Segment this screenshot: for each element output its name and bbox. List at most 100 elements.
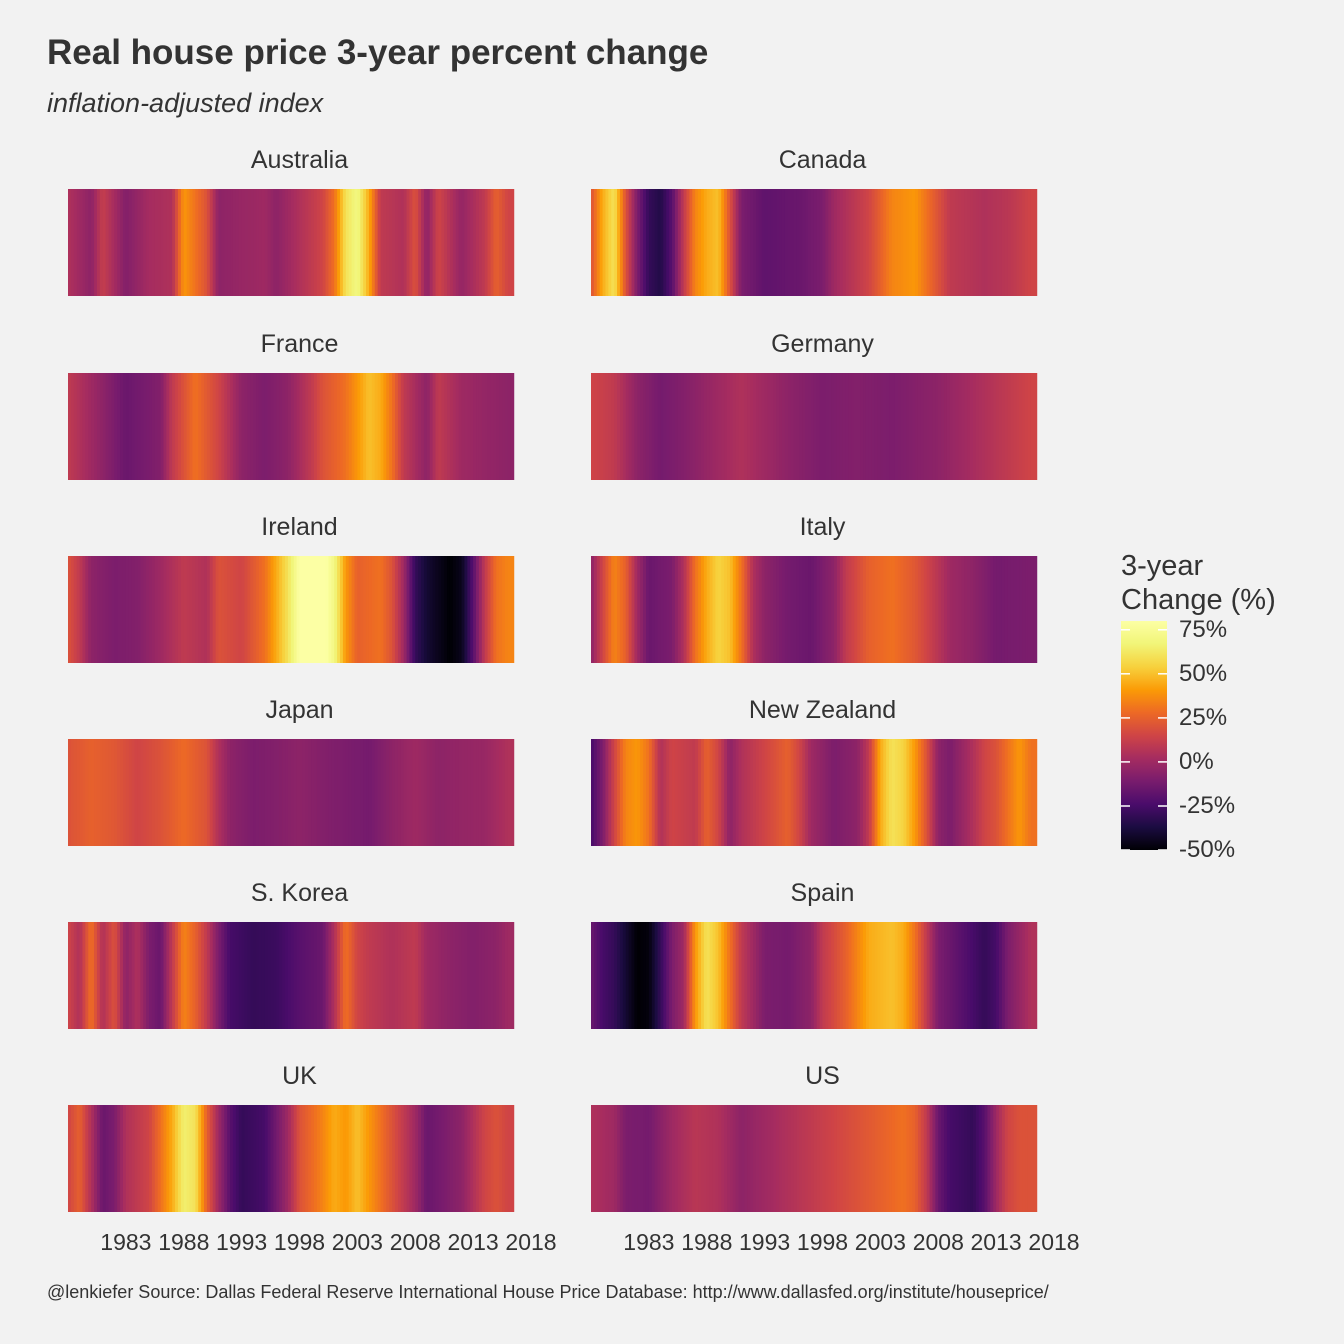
heat-cell — [883, 739, 887, 846]
heat-cell — [290, 556, 295, 663]
heat-cell — [293, 373, 298, 480]
heat-cell — [637, 373, 641, 480]
heat-cell — [85, 189, 89, 296]
heat-cell — [192, 189, 196, 296]
heat-cell — [868, 373, 873, 480]
heat-cell — [831, 922, 835, 1029]
heat-cell — [467, 556, 471, 663]
heat-cell — [143, 556, 147, 663]
heat-cell — [447, 373, 451, 480]
heat-cell — [496, 556, 500, 663]
heat-cell — [377, 373, 382, 480]
heat-cell — [502, 922, 506, 1029]
heat-cell — [619, 739, 624, 846]
heat-cell — [851, 373, 855, 480]
heat-cell — [680, 189, 685, 296]
heat-cell — [250, 556, 254, 663]
heat-cell — [403, 922, 408, 1029]
heat-cell — [672, 1105, 676, 1212]
heat-cell — [599, 556, 604, 663]
heat-cell — [1027, 922, 1032, 1029]
heat-cell — [340, 739, 344, 846]
heat-cell — [273, 922, 277, 1029]
heat-cell — [593, 373, 598, 480]
heat-cell — [970, 373, 974, 480]
heat-cell — [599, 1105, 604, 1212]
heat-cell — [235, 189, 240, 296]
heat-cell — [987, 739, 991, 846]
heat-cell — [851, 189, 855, 296]
heat-cell — [591, 922, 595, 1029]
heat-cell — [322, 556, 327, 663]
heat-cell — [863, 1105, 867, 1212]
heat-cell — [261, 189, 266, 296]
heat-cell — [949, 739, 954, 846]
heat-cell — [677, 1105, 682, 1212]
heat-cell — [946, 373, 951, 480]
heat-cell — [900, 556, 905, 663]
heat-cell — [886, 739, 890, 846]
heatmap-strip-us — [591, 1105, 1038, 1212]
heat-cell — [94, 373, 98, 480]
heat-cell — [952, 556, 957, 663]
heat-cell — [342, 1105, 347, 1212]
heat-cell — [917, 373, 922, 480]
heat-cell — [426, 1105, 431, 1212]
heat-cell — [426, 556, 431, 663]
heat-cell — [773, 373, 777, 480]
heat-cell — [221, 556, 225, 663]
heat-cell — [504, 1105, 509, 1212]
panel-title-spain: Spain — [790, 879, 855, 907]
heat-cell — [894, 556, 899, 663]
heat-cell — [117, 373, 121, 480]
heat-cell — [354, 922, 358, 1029]
heat-cell — [345, 1105, 350, 1212]
heat-cell — [744, 373, 748, 480]
heat-cell — [296, 556, 301, 663]
heat-cell — [423, 1105, 428, 1212]
heat-cell — [285, 189, 289, 296]
heat-cell — [680, 1105, 685, 1212]
heat-cell — [394, 556, 399, 663]
heat-cell — [808, 922, 812, 1029]
heat-cell — [608, 556, 612, 663]
heat-cell — [490, 1105, 494, 1212]
heat-cell — [617, 922, 621, 1029]
heat-cell — [157, 189, 162, 296]
heat-cell — [432, 373, 437, 480]
panel-title-new-zealand: New Zealand — [748, 696, 897, 724]
x-tick-label: 2013 — [970, 1229, 1022, 1255]
heat-cell — [952, 373, 957, 480]
heat-cell — [868, 556, 873, 663]
heat-cell — [111, 189, 115, 296]
heat-cell — [631, 739, 635, 846]
heat-cell — [1007, 922, 1012, 1029]
heat-cell — [481, 189, 486, 296]
heat-cell — [686, 922, 690, 1029]
heat-cell — [149, 556, 153, 663]
heat-cell — [987, 373, 991, 480]
heat-cell — [85, 373, 89, 480]
heat-cell — [946, 739, 951, 846]
heat-cell — [727, 373, 731, 480]
heat-cell — [421, 739, 425, 846]
heat-cell — [186, 373, 191, 480]
heat-cell — [319, 189, 324, 296]
heat-cell — [371, 1105, 376, 1212]
heat-cell — [334, 922, 338, 1029]
heat-cell — [111, 739, 115, 846]
heat-cell — [944, 373, 948, 480]
heat-cell — [619, 556, 624, 663]
heat-cell — [91, 739, 95, 846]
heat-cell — [747, 1105, 751, 1212]
heat-cell — [1019, 922, 1023, 1029]
heat-cell — [958, 739, 962, 846]
heat-cell — [755, 373, 760, 480]
heat-cell — [394, 189, 399, 296]
heat-cell — [172, 922, 176, 1029]
heat-cell — [822, 556, 826, 663]
heat-cell — [732, 373, 737, 480]
heat-cell — [958, 373, 962, 480]
heat-cell — [478, 189, 483, 296]
heat-cell — [429, 922, 434, 1029]
